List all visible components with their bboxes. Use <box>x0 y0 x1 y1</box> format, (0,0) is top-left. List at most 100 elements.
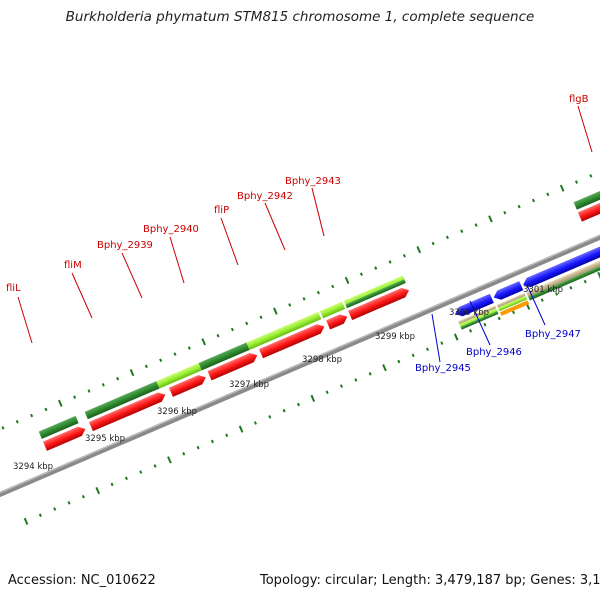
gene-arrow-Bphy_2945[interactable] <box>453 293 494 319</box>
gene-arrow-fliM[interactable] <box>88 390 167 432</box>
gene-arrow-Bphy_2939[interactable] <box>168 373 208 397</box>
minor-tick <box>531 198 535 203</box>
minor-tick <box>397 359 401 364</box>
major-tick <box>559 184 565 192</box>
tick-label-3294: 3294 kbp <box>13 462 53 472</box>
page-title: Burkholderia phymatum STM815 chromosome … <box>65 9 535 25</box>
minor-tick <box>354 378 358 382</box>
minor-tick <box>483 322 487 327</box>
minor-tick <box>53 507 57 511</box>
tick-label-3296: 3296 kbp <box>157 407 197 417</box>
minor-tick <box>110 482 114 487</box>
minor-tick <box>282 408 286 413</box>
minor-tick <box>245 321 249 326</box>
gene-arrow-fliL[interactable] <box>43 424 87 451</box>
major-tick <box>238 425 244 433</box>
major-tick <box>23 517 29 525</box>
major-tick <box>201 338 206 346</box>
minor-tick <box>325 390 329 395</box>
gene-label-Bphy_2945[interactable]: Bphy_2945 <box>415 363 471 374</box>
gene-arrow-flgB[interactable] <box>577 194 600 222</box>
major-tick <box>58 399 63 407</box>
minor-tick <box>67 501 71 505</box>
gene-label-Bphy_2940[interactable]: Bphy_2940 <box>143 224 199 235</box>
tick-label-3298: 3298 kbp <box>302 355 342 365</box>
minor-tick <box>159 358 163 363</box>
gene-label-Bphy_2942[interactable]: Bphy_2942 <box>237 191 293 202</box>
minor-tick <box>116 376 120 381</box>
gene-arrow-Bphy_2942[interactable] <box>326 312 349 330</box>
accession-text: Accession: NC_010622 <box>8 573 156 588</box>
minor-tick <box>216 333 220 338</box>
minor-tick <box>38 513 42 517</box>
minor-tick <box>474 223 478 227</box>
minor-tick <box>512 310 516 315</box>
gene-label-Bphy_2943[interactable]: Bphy_2943 <box>285 176 341 187</box>
gene-arrow-Bphy_2940[interactable] <box>207 351 260 381</box>
gene-label-fliM[interactable]: fliM <box>64 260 82 271</box>
minor-tick <box>440 341 444 345</box>
gene-label-flgB[interactable]: flgB <box>569 94 589 105</box>
minor-tick <box>359 272 363 276</box>
gene-label-fliL[interactable]: fliL <box>6 283 21 294</box>
minor-tick <box>1 426 5 430</box>
minor-tick <box>73 395 77 399</box>
minor-tick <box>339 384 343 388</box>
gene-label-Bphy_2947[interactable]: Bphy_2947 <box>525 329 581 340</box>
label-leaders <box>17 105 593 363</box>
minor-tick <box>173 352 177 356</box>
major-tick <box>310 394 316 403</box>
major-tick <box>382 364 387 372</box>
major-tick <box>344 276 350 284</box>
major-tick <box>416 246 422 254</box>
tick-track-inner <box>23 271 600 525</box>
gene-arrow-fliP[interactable] <box>259 322 326 359</box>
minor-tick <box>546 192 550 197</box>
gene-arrow-Bphy_2946[interactable] <box>492 281 524 302</box>
tick-label-3300: 3300 kbp <box>449 308 489 318</box>
tick-labels: 3294 kbp 3295 kbp 3296 kbp 3297 kbp 3298… <box>13 285 563 472</box>
tick-label-3295: 3295 kbp <box>85 434 125 444</box>
reverse-blue-genes <box>453 239 600 319</box>
tick-track-outer <box>1 174 593 430</box>
minor-tick <box>182 451 186 456</box>
minor-tick <box>139 470 143 474</box>
gene-arrow-Bphy_2943[interactable] <box>348 286 411 321</box>
minor-tick <box>225 433 229 438</box>
minor-tick <box>101 383 105 387</box>
minor-tick <box>268 415 272 419</box>
minor-tick <box>540 298 544 302</box>
gene-arrow-Bphy_2947[interactable] <box>521 239 600 290</box>
minor-tick <box>153 464 157 468</box>
minor-tick <box>497 316 501 321</box>
minor-tick <box>555 292 559 296</box>
major-tick <box>488 215 493 223</box>
minor-tick <box>426 347 430 352</box>
minor-tick <box>469 329 473 333</box>
major-tick <box>167 456 172 464</box>
forward-green-bars <box>38 184 600 439</box>
major-tick <box>95 486 101 495</box>
major-tick <box>129 368 135 377</box>
minor-tick <box>124 476 128 481</box>
minor-tick <box>411 353 415 358</box>
gene-label-Bphy_2939[interactable]: Bphy_2939 <box>97 240 153 251</box>
gene-label-fliP[interactable]: fliP <box>214 205 229 216</box>
minor-tick <box>316 290 320 295</box>
major-tick <box>453 333 459 341</box>
minor-tick <box>187 346 191 350</box>
minor-tick <box>589 174 593 178</box>
minor-tick <box>503 210 507 215</box>
tick-label-3301: 3301 kbp <box>523 285 563 295</box>
minor-tick <box>583 279 587 284</box>
minor-tick <box>288 303 292 307</box>
summary-text: Topology: circular; Length: 3,479,187 bp… <box>260 573 600 588</box>
minor-tick <box>30 413 34 418</box>
tick-label-3297: 3297 kbp <box>229 380 269 390</box>
minor-tick <box>259 315 263 320</box>
gene-label-Bphy_2946[interactable]: Bphy_2946 <box>466 347 522 358</box>
minor-tick <box>210 439 214 444</box>
minor-tick <box>445 235 449 240</box>
